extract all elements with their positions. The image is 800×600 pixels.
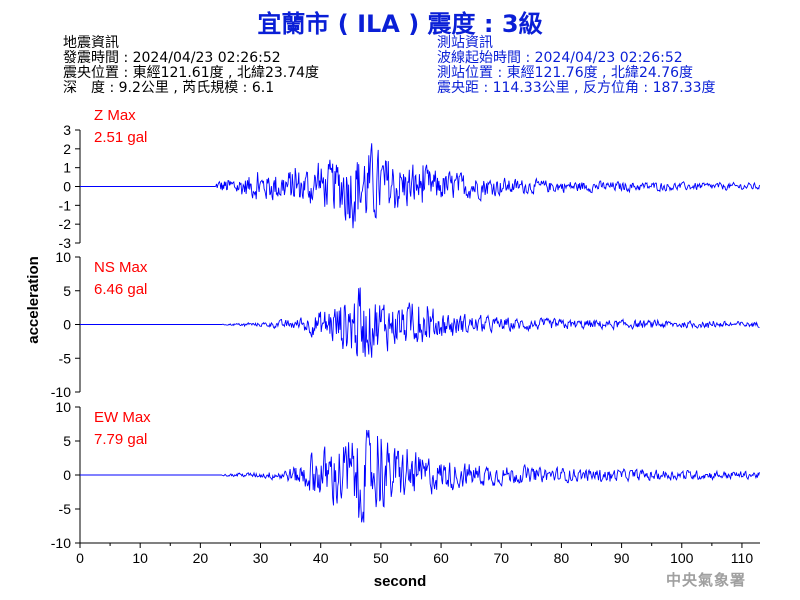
wave-start-time: 波線起始時間 : 2024/04/23 02:26:52 (437, 50, 683, 66)
agency-watermark: 中央氣象署 (665, 571, 746, 589)
y-tick-label: 3 (63, 122, 71, 138)
x-tick-label: 100 (670, 550, 694, 566)
x-tick-label: 40 (313, 550, 329, 566)
x-tick-label: 70 (493, 550, 509, 566)
x-tick-label: 110 (731, 550, 754, 566)
max-value-z: 2.51 gal (94, 129, 147, 146)
epicentral-distance: 震央距 : 114.33公里 , 反方位角 : 187.33度 (437, 80, 716, 96)
waveform-ns (80, 287, 760, 358)
origin-time: 發震時間 : 2024/04/23 02:26:52 (63, 50, 281, 66)
quake-info-heading: 地震資訊 (63, 35, 119, 51)
y-tick-label: 0 (63, 317, 71, 333)
station-info-heading: 測站資訊 (437, 35, 493, 51)
y-tick-label: 1 (63, 160, 71, 176)
y-tick-label: -5 (59, 501, 72, 517)
x-axis-label: second (374, 573, 427, 590)
x-tick-label: 10 (132, 550, 148, 566)
y-tick-label: -1 (59, 197, 72, 213)
y-tick-label: 5 (63, 433, 71, 449)
y-tick-label: 0 (63, 179, 71, 195)
max-value-ns: 6.46 gal (94, 281, 147, 298)
y-tick-label: -10 (51, 535, 71, 551)
max-value-ew: 7.79 gal (94, 431, 147, 448)
y-tick-label: 0 (63, 467, 71, 483)
x-tick-label: 30 (253, 550, 269, 566)
y-tick-label: -10 (51, 384, 71, 400)
x-tick-label: 80 (554, 550, 570, 566)
y-tick-label: 2 (63, 141, 71, 157)
depth-magnitude: 深 度 : 9.2公里 , 芮氏規模 : 6.1 (63, 80, 275, 96)
station-location: 測站位置 : 東經121.76度 , 北緯24.76度 (437, 65, 694, 81)
y-axis-label: acceleration (25, 256, 42, 344)
waveform-z (80, 143, 760, 229)
x-tick-label: 90 (614, 550, 630, 566)
max-label-ns: NS Max (94, 259, 148, 276)
y-tick-label: 5 (63, 283, 71, 299)
y-tick-label: 10 (55, 249, 71, 265)
y-tick-label: -5 (59, 350, 72, 366)
x-tick-label: 50 (373, 550, 389, 566)
epicenter-location: 震央位置 : 東經121.61度 , 北緯23.74度 (63, 65, 320, 81)
x-tick-label: 60 (433, 550, 449, 566)
max-label-z: Z Max (94, 107, 136, 124)
quake-info-block: 地震資訊 發震時間 : 2024/04/23 02:26:52 震央位置 : 東… (63, 36, 319, 96)
station-info-block: 測站資訊 波線起始時間 : 2024/04/23 02:26:52 測站位置 :… (437, 36, 716, 96)
y-tick-label: 10 (55, 399, 71, 415)
y-tick-label: -3 (59, 235, 72, 251)
x-tick-label: 20 (193, 550, 209, 566)
x-tick-label: 0 (76, 550, 84, 566)
waveform-ew (80, 429, 760, 523)
max-label-ew: EW Max (94, 409, 151, 426)
y-tick-label: -2 (59, 216, 72, 232)
page-title: 宜蘭市 ( ILA ) 震度 : 3級 (257, 10, 543, 38)
